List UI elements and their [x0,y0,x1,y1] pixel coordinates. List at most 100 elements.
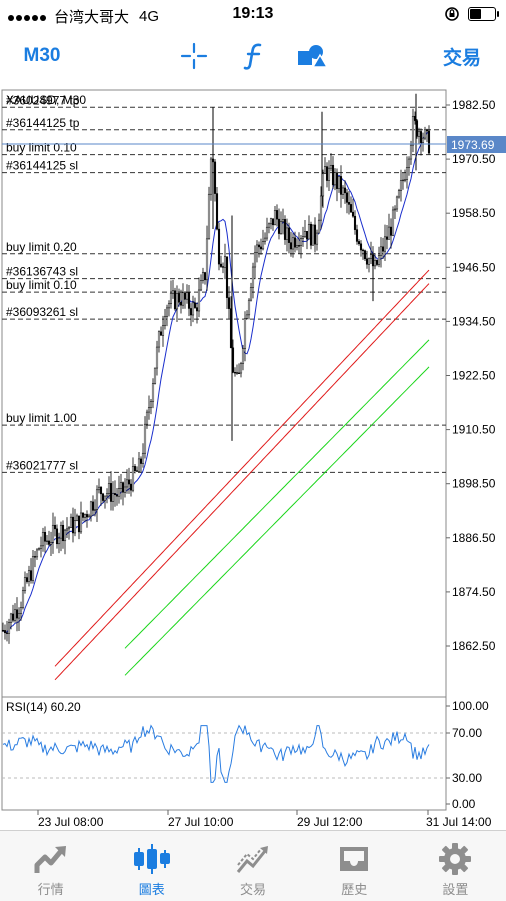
candle-body [257,244,261,248]
candle-body [61,524,65,542]
candle-body [53,524,57,530]
candle-body [269,218,273,225]
candle-body [3,630,7,634]
candle-body [5,632,9,634]
candle-body [265,226,269,239]
candle-body [403,179,407,181]
candle-body [45,540,49,542]
order-line-label: buy limit 0.10 [6,141,77,155]
ma-red-upper-line [54,269,430,667]
price-tick-label: 1910.50 [452,423,496,437]
candle-body [115,494,119,497]
candle-body [227,297,231,309]
candle-body [93,509,97,511]
candle-body [167,303,171,309]
order-line-label: #36144125 tp [6,116,80,130]
trade-button[interactable]: 交易 [442,47,481,69]
candle-body [145,411,149,425]
tab-charts-label: 圖表 [138,882,165,897]
order-line-label: buy limit 1.00 [6,411,77,425]
candle-body [357,241,361,245]
status-left: 台湾大哥大 4G [8,6,159,27]
order-line-label: #36093261 sl [6,305,78,319]
battery-icon [468,7,499,21]
candle-body [307,224,311,240]
date-tick-label: 23 Jul 08:00 [38,815,104,829]
price-tick-label: 1898.50 [452,477,496,491]
candle-body [233,372,237,374]
candle-body [319,195,323,221]
rsi-frame [1,696,447,811]
candle-body [203,272,207,281]
candle-body [139,458,143,464]
candle-body [303,231,307,237]
candle-body [13,609,17,621]
candle-body [7,622,11,634]
timeframe-button[interactable]: M30 [23,45,61,66]
bottom-tab-bar: 行情 圖表 交易 [0,830,506,901]
objects-button[interactable] [292,30,332,82]
tab-history[interactable]: 歷史 [304,831,405,901]
candle-body [339,176,343,195]
candle-body [275,210,279,220]
candle-body [391,209,395,236]
candle-body [235,372,239,374]
candle-body [373,260,377,267]
orientation-lock-icon [445,7,459,21]
date-tick-label: 27 Jul 10:00 [168,815,234,829]
candle-body [21,590,25,608]
candle-body [335,172,339,189]
candle-body [245,314,249,319]
tab-settings[interactable]: 設置 [405,831,506,901]
candle-body [297,245,301,247]
candle-body [83,514,87,518]
crosshair-button[interactable] [174,30,214,82]
price-tick-label: 1970.50 [452,152,496,166]
candle-body [247,299,251,316]
candle-body [137,458,141,472]
indicators-button[interactable] [234,30,274,82]
price-tick-label: 1862.50 [452,639,496,653]
time-axis: 23 Jul 08:00 27 Jul 10:00 29 Jul 12:00 31 J… [37,810,492,829]
rsi-indicator [2,724,446,783]
candle-body [97,486,101,491]
candle-body [309,224,313,246]
candle-body [197,289,201,312]
chart-toolbar: M30 交易 [0,30,506,82]
candle-body [383,236,387,252]
chart-area[interactable]: #36024977 tp #36144125 tp buy limit 0.10 #3… [0,82,506,830]
price-tick-label: 1886.50 [452,531,496,545]
candle-body [315,232,319,245]
candle-body [219,263,223,267]
candlestick-icon [133,844,170,874]
candle-body [95,489,99,510]
tab-trade[interactable]: 交易 [202,831,303,901]
candle-body [205,238,209,281]
candle-body [1,629,5,632]
carrier-name: 台湾大哥大 [54,9,130,26]
candle-body [31,556,35,581]
candle-body [379,246,383,256]
candle-body [347,202,351,205]
candle-body [113,493,117,496]
order-line-label: #36136743 sl [6,265,78,279]
candle-body [291,237,295,250]
candle-body [375,260,379,265]
candle-body [365,258,369,265]
candle-body [337,176,341,189]
candle-body [177,293,181,303]
candle-body [329,164,333,169]
tab-quotes[interactable]: 行情 [0,831,101,901]
candle-body [223,256,227,268]
candle-body [143,423,147,454]
candle-body [249,287,253,301]
tab-charts[interactable]: 圖表 [101,831,202,901]
candle-body [133,466,137,471]
candle-body [351,211,355,217]
candle-body [89,501,93,517]
order-line-label: #36144125 sl [6,159,78,173]
candle-body [129,483,133,491]
candle-body [169,293,173,304]
candle-body [255,244,259,253]
